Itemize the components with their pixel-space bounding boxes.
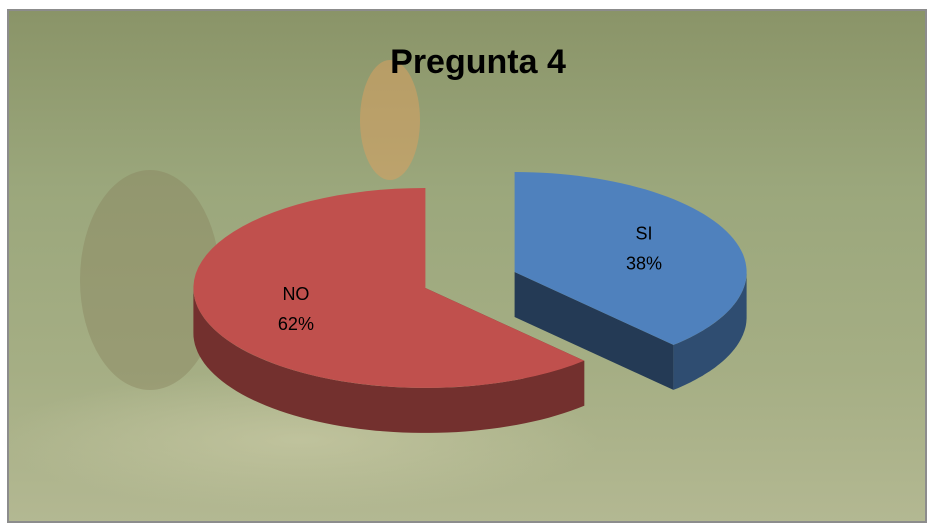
- slice-wall: [673, 272, 747, 390]
- slice: [514, 172, 747, 345]
- slice: [193, 188, 585, 388]
- slice-value-label: 62%: [278, 314, 314, 334]
- slice-category-label: SI: [636, 224, 653, 244]
- background-texture: [360, 60, 420, 180]
- slice-category-label: NO: [282, 284, 309, 304]
- slice-value-label: 38%: [626, 254, 662, 274]
- pie: SI 38% NO 62%: [193, 172, 747, 433]
- chart-title: Pregunta 4: [390, 43, 566, 81]
- slice-side: [514, 272, 674, 390]
- slice-wall: [193, 288, 585, 433]
- background-texture: [80, 170, 220, 390]
